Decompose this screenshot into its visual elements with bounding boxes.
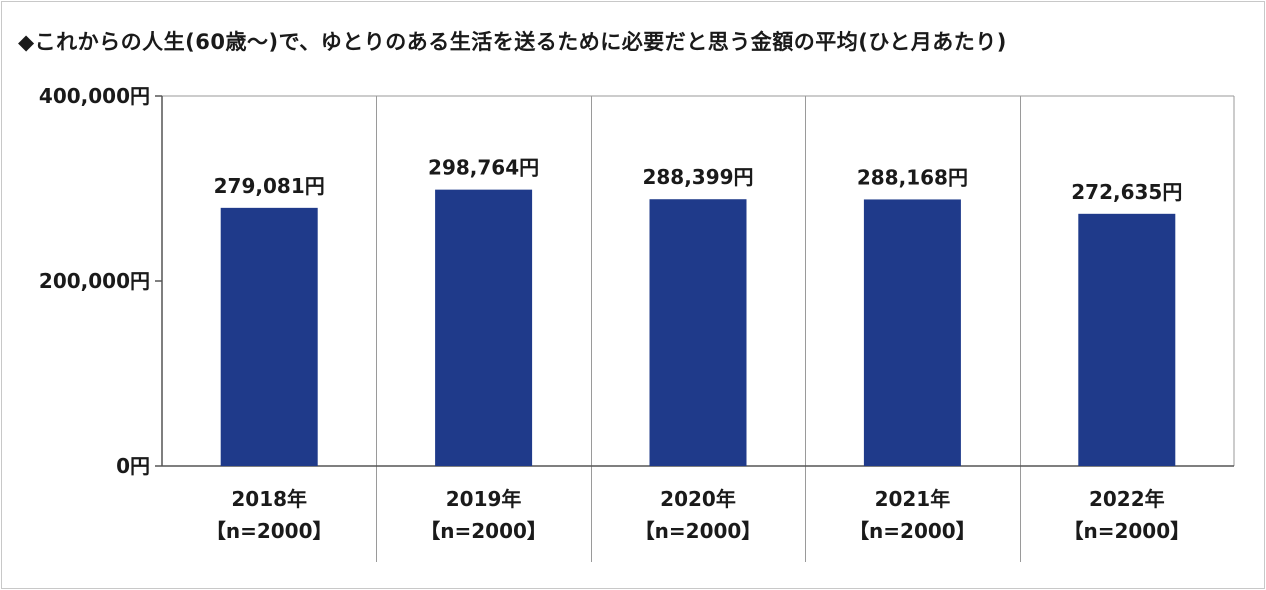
bar xyxy=(1078,213,1176,466)
bar xyxy=(435,189,533,466)
x-category-sublabel: 【n=2000】 xyxy=(635,519,762,543)
x-category-sublabel: 【n=2000】 xyxy=(849,519,976,543)
bar-value-label: 272,635円 xyxy=(1071,180,1182,204)
x-category-sublabel: 【n=2000】 xyxy=(420,519,547,543)
bar-value-label: 288,399円 xyxy=(642,165,753,189)
y-tick-label: 200,000円 xyxy=(39,269,150,293)
y-tick-label: 0円 xyxy=(116,454,150,478)
x-category-label: 2020年 xyxy=(660,487,736,511)
x-category-sublabel: 【n=2000】 xyxy=(1063,519,1190,543)
bar-value-label: 288,168円 xyxy=(857,165,968,189)
chart-title: ◆これからの人生(60歳〜)で、ゆとりのある生活を送るために必要だと思う金額の平… xyxy=(18,30,1007,54)
x-category-sublabel: 【n=2000】 xyxy=(206,519,333,543)
bar xyxy=(863,199,961,467)
x-category-label: 2018年 xyxy=(231,487,307,511)
y-tick-label: 400,000円 xyxy=(39,84,150,108)
bar-value-label: 279,081円 xyxy=(214,174,325,198)
bar xyxy=(220,207,318,466)
x-category-label: 2019年 xyxy=(446,487,522,511)
bar xyxy=(649,199,747,466)
x-category-label: 2021年 xyxy=(875,487,951,511)
bar-value-label: 298,764円 xyxy=(428,156,539,180)
x-category-label: 2022年 xyxy=(1089,487,1165,511)
